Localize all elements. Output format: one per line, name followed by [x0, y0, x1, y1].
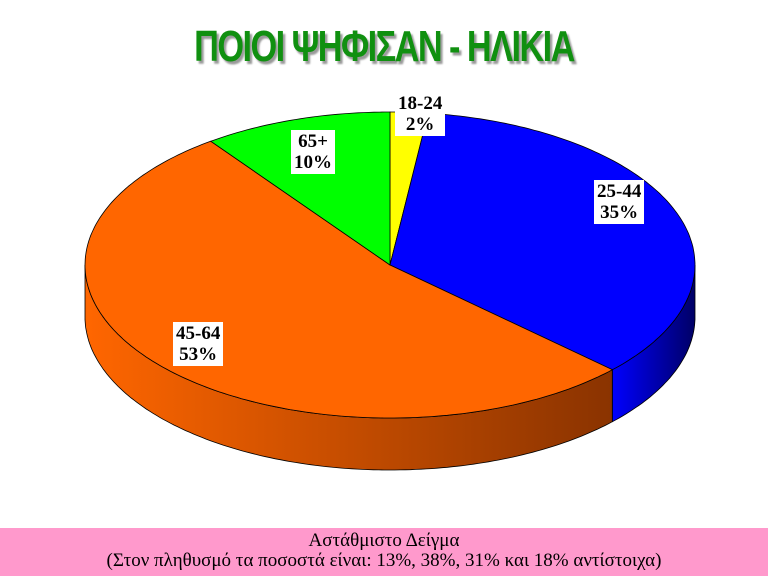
category-label: 45-64	[176, 323, 221, 344]
value-label: 35%	[600, 202, 639, 223]
data-label-18-24: 18-24 2%	[395, 92, 446, 136]
value-label: 10%	[294, 152, 332, 173]
footer-line-2: (Στον πληθυσμό τα ποσοστά είναι: 13%, 38…	[106, 550, 662, 571]
data-label-45-64: 45-64 53%	[173, 322, 224, 366]
value-label: 2%	[405, 114, 435, 135]
category-label: 18-24	[398, 93, 443, 114]
footer-note: Αστάθμιστο Δείγμα (Στον πληθυσμό τα ποσο…	[0, 528, 768, 576]
footer-line-1: Αστάθμιστο Δείγμα	[308, 530, 460, 551]
pie-slice-65+	[209, 111, 391, 266]
pie-slice-25-44	[389, 112, 696, 371]
category-label: 65+	[298, 131, 328, 152]
chart-title: ΠΟΙΟΙ ΨΗΦΙΣΑΝ - ΗΛΙΚΙΑ	[194, 22, 575, 71]
value-label: 53%	[179, 344, 218, 365]
data-label-25-44: 25-44 35%	[594, 180, 645, 224]
pie-chart	[84, 111, 696, 471]
data-label-65+: 65+ 10%	[291, 130, 335, 174]
category-label: 25-44	[597, 181, 642, 202]
